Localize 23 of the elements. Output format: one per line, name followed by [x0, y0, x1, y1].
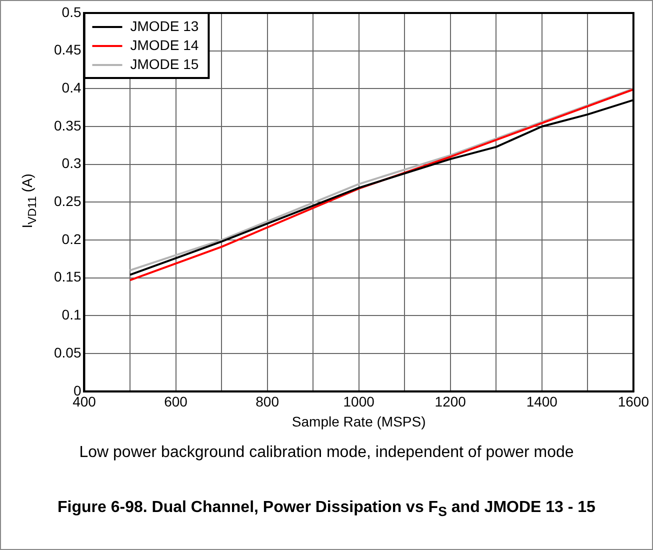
legend-label: JMODE 14: [130, 36, 199, 53]
x-tick-label: 1600: [618, 394, 650, 410]
y-tick-label: 0.45: [54, 42, 82, 58]
y-tick-label: 0.3: [62, 155, 82, 172]
y-tick-label: 0.4: [62, 80, 82, 96]
y-tick-label: 0: [73, 382, 82, 398]
x-tick-label: 1000: [343, 394, 375, 410]
y-tick-label: 0.1: [62, 306, 82, 323]
text: Low power background calibration mode, independent of power mode: [78, 443, 575, 463]
x-tick-label: 1200: [434, 394, 466, 410]
y-tick-label: 0.05: [54, 344, 82, 360]
y-tick-label: 0.15: [54, 268, 82, 285]
x-tick-label: 1400: [526, 394, 558, 410]
y-tick-label: 0.25: [54, 193, 82, 210]
legend-label: JMODE 13: [130, 18, 199, 34]
text: Figure 6-98. Dual Channel, Power Dissipation vs F$_{S}$ and JMODE 13 - 15: [56, 498, 596, 522]
y-tick-label: 0.2: [62, 230, 82, 247]
x-axis-title: Sample Rate (MSPS): [292, 413, 426, 430]
y-tick-label: 0.35: [54, 117, 82, 134]
x-tick-label: 600: [164, 394, 188, 410]
legend-label: JMODE 15: [130, 56, 199, 72]
y-tick-label: 0.5: [62, 4, 82, 20]
x-tick-label: 800: [256, 394, 280, 410]
